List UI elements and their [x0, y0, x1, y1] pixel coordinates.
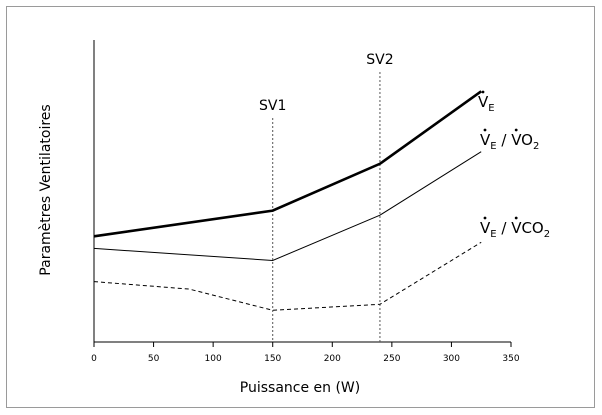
threshold-markers: SV1 SV2 [259, 52, 394, 342]
x-tick-label: 150 [264, 354, 281, 364]
x-axis-title: Puissance en (W) [240, 380, 360, 396]
x-tick-label: 100 [205, 354, 222, 364]
x-tick-label: 50 [148, 354, 160, 364]
x-ticks: 0 50 100 150 200 250 300 350 [91, 342, 520, 364]
chart-frame [6, 6, 595, 408]
x-tick-label: 200 [324, 354, 341, 364]
dot-mark [481, 90, 485, 94]
series-lines [93, 90, 482, 311]
dot-mark [514, 216, 518, 220]
x-tick-label: 300 [443, 354, 460, 364]
series-line-1 [93, 151, 482, 262]
axes [93, 40, 511, 343]
x-tick-label: 350 [502, 354, 519, 364]
threshold-label-sv1: SV1 [259, 98, 286, 114]
series-line-0 [93, 90, 482, 238]
threshold-label-sv2: SV2 [366, 52, 393, 68]
dot-mark [483, 128, 487, 132]
series-label-1: VE / VO2 [480, 131, 539, 152]
series-label-0: VE [478, 93, 495, 114]
x-tick-label: 250 [383, 354, 400, 364]
series-line-2 [93, 241, 482, 311]
dot-mark [514, 128, 518, 132]
series-labels: VE VE / VO2 VE / VCO2 [478, 90, 550, 240]
x-tick-label: 0 [91, 354, 97, 364]
dot-mark [483, 216, 487, 220]
y-axis-title: Paramètres Ventilatoires [38, 104, 54, 275]
series-label-2: VE / VCO2 [480, 219, 550, 240]
